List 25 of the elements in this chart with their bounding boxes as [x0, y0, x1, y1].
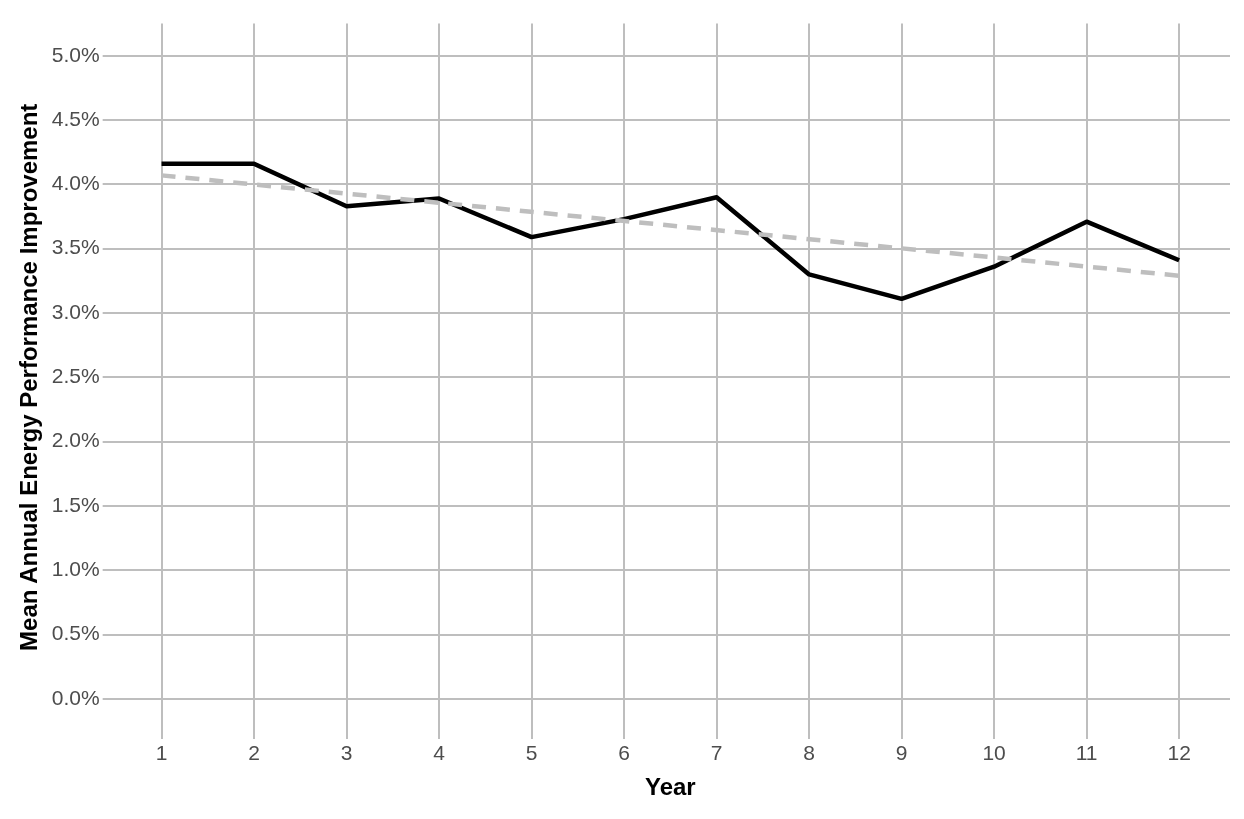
x-tick-label: 4 [433, 741, 446, 765]
x-tick-label: 1 [155, 741, 168, 765]
y-axis-title: Mean Annual Energy Performance Improvement [15, 103, 43, 651]
y-tick-label: 0.5% [51, 621, 100, 645]
x-tick-label: 8 [803, 741, 815, 765]
y-tick-label: 2.5% [51, 364, 100, 388]
x-tick-label: 5 [525, 741, 538, 765]
x-tick-label: 7 [710, 741, 723, 765]
y-tick-label: 4.5% [51, 106, 100, 130]
y-tick-label: 0.0% [51, 685, 100, 709]
y-tick-label: 1.5% [51, 492, 100, 516]
y-tick-label: 1.0% [51, 557, 100, 581]
x-axis-title: Year [644, 773, 696, 801]
y-tick-label: 4.0% [51, 171, 100, 195]
y-tick-label: 3.0% [51, 299, 100, 323]
x-tick-label: 6 [618, 741, 630, 765]
x-tick-label: 2 [248, 741, 260, 765]
y-tick-label: 5.0% [51, 42, 100, 66]
x-tick-label: 3 [340, 741, 353, 765]
x-tick-label: 10 [982, 741, 1006, 765]
x-tick-label: 12 [1167, 741, 1191, 765]
y-tick-label: 2.0% [51, 428, 100, 452]
y-tick-label: 3.5% [51, 235, 100, 259]
x-tick-label: 11 [1075, 741, 1098, 765]
x-tick-label: 9 [895, 741, 908, 765]
